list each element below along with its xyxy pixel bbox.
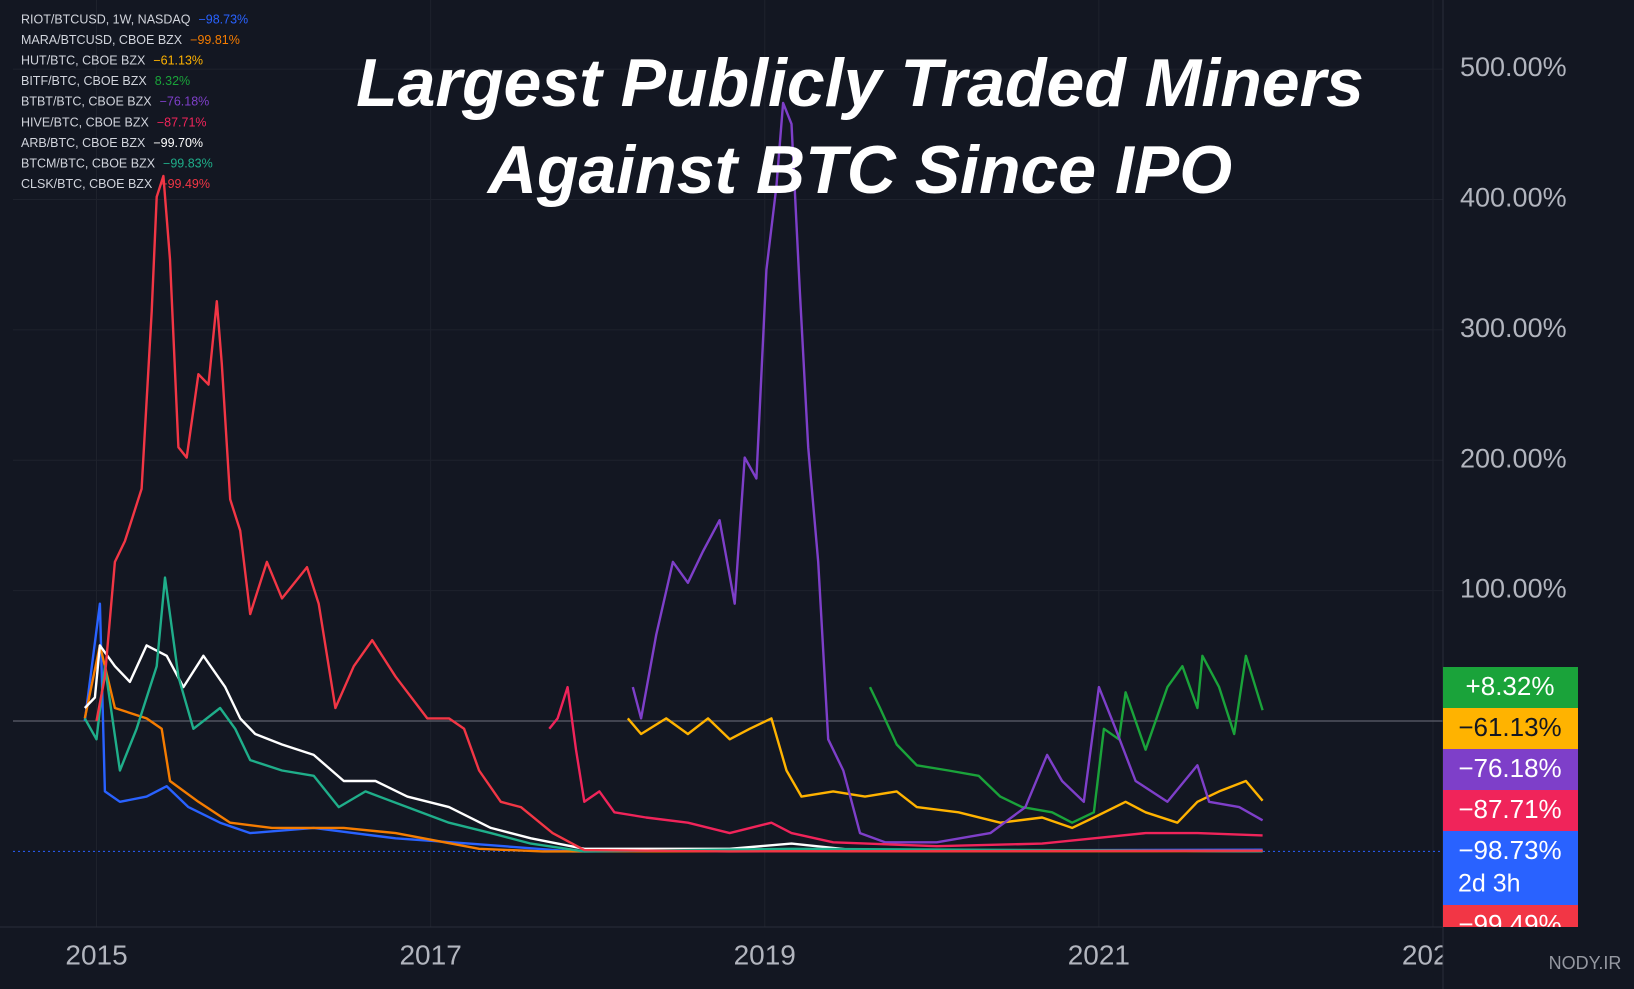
legend-name: RIOT/BTCUSD, 1W, NASDAQ [21, 12, 191, 26]
badge-label: −87.71% [1458, 794, 1561, 824]
y-tick-label: 200.00% [1460, 443, 1567, 473]
y-tick-label: 500.00% [1460, 52, 1567, 82]
badges: +8.32% −61.13% −76.18% −87.71% −98.73% 2d 3h −… [1443, 667, 1578, 939]
badge-label: −76.18% [1458, 753, 1561, 783]
x-tick-label: 2015 [65, 939, 127, 970]
series-line [83, 576, 1263, 853]
badge-label: +8.32% [1466, 671, 1555, 701]
countdown: 2d 3h [1458, 870, 1521, 898]
series-line [626, 717, 1264, 830]
legend-name: HUT/BTC, CBOE BZX [21, 53, 146, 67]
y-tick-label: 400.00% [1460, 183, 1567, 213]
legend-name: BTBT/BTC, CBOE BZX [21, 95, 152, 109]
price-badge [1443, 667, 1578, 708]
legend-value: −98.73% [198, 12, 248, 26]
legend-value: −99.49% [160, 177, 210, 191]
x-tick-label: 2019 [734, 939, 796, 970]
legend-value: −99.83% [163, 156, 213, 170]
legend-name: BITF/BTC, CBOE BZX [21, 74, 147, 88]
price-badge [1443, 708, 1578, 749]
legend-value: 8.32% [155, 74, 190, 88]
x-tick-label: 2021 [1068, 939, 1130, 970]
badge-label: −98.73% [1458, 835, 1561, 865]
series-line [631, 101, 1264, 844]
legend-value: −99.81% [190, 33, 240, 47]
badge-label: −61.13% [1458, 712, 1561, 742]
price-badge [1443, 749, 1578, 790]
legend-value: −99.70% [153, 136, 203, 150]
chart-title: Largest Publicly Traded Miners [356, 45, 1364, 121]
y-tick-label: 100.00% [1460, 574, 1567, 604]
legend-value: −76.18% [160, 95, 210, 109]
legend-name: BTCM/BTC, CBOE BZX [21, 156, 156, 170]
series-line [95, 174, 1263, 853]
x-tick-label: 2017 [399, 939, 461, 970]
legend-name: ARB/BTC, CBOE BZX [21, 136, 146, 150]
legend-value: −61.13% [153, 53, 203, 67]
legend-name: MARA/BTCUSD, CBOE BZX [21, 33, 183, 47]
series-line [548, 685, 1263, 848]
series-line [868, 654, 1264, 824]
price-badge [1443, 790, 1578, 831]
plot [83, 101, 1264, 853]
series-line [83, 644, 1263, 853]
price-badge [1443, 831, 1578, 905]
legend-name: CLSK/BTC, CBOE BZX [21, 177, 153, 191]
chart-title: Against BTC Since IPO [486, 132, 1232, 208]
legend-value: −87.71% [157, 115, 207, 129]
legend-name: HIVE/BTC, CBOE BZX [21, 115, 149, 129]
price-badge [1443, 905, 1578, 927]
y-tick-label: 300.00% [1460, 313, 1567, 343]
badge-label: −99.49% [1458, 909, 1561, 939]
watermark: NODY.IR [1549, 953, 1622, 973]
